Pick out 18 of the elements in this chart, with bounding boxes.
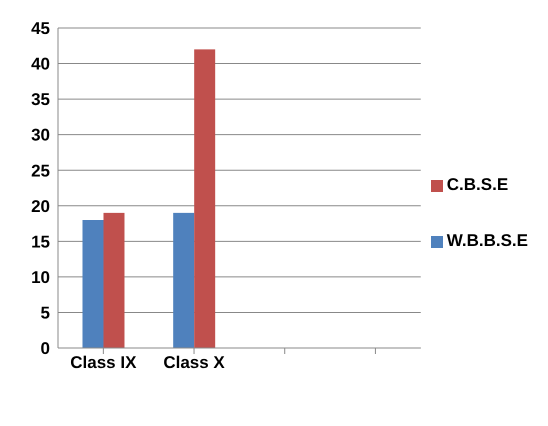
x-tick-label: Class IX	[70, 353, 138, 372]
y-tick-label: 30	[31, 126, 50, 145]
y-tick-label: 5	[40, 303, 50, 322]
bar	[173, 212, 194, 348]
y-tick-label: 35	[31, 90, 50, 110]
y-tick-label: 40	[31, 54, 50, 74]
y-tick-label: 0	[40, 339, 50, 358]
y-tick-label: 20	[31, 196, 50, 216]
y-tick-label: 10	[31, 268, 50, 287]
legend-label: W.B.B.S.E	[446, 231, 528, 250]
y-tick-label: 25	[31, 161, 50, 180]
y-tick-label: 15	[31, 232, 50, 252]
x-tick-label: Class X	[163, 353, 226, 372]
y-tick-label: 45	[31, 19, 50, 38]
legend-label: C.B.S.E	[446, 175, 508, 194]
bar	[82, 220, 104, 348]
bar	[194, 49, 216, 348]
bar	[103, 212, 124, 348]
